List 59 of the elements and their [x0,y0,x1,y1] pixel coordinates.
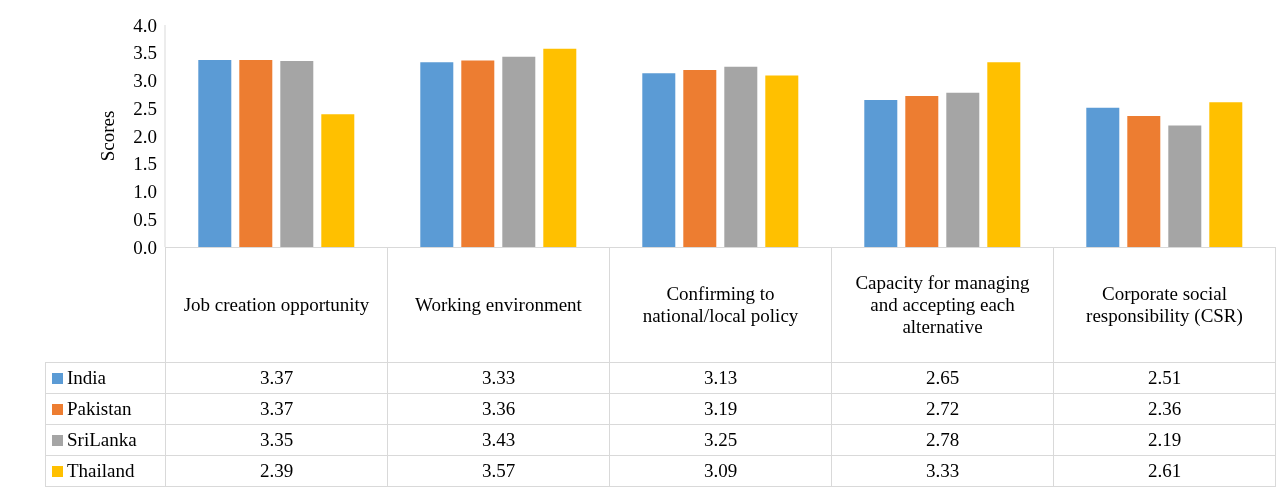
x-tick-label: Corporate social responsibility (CSR) [1053,247,1276,363]
bar [987,62,1021,247]
bar [724,66,758,247]
data-label: 3.13 [609,362,832,394]
bar [543,48,577,247]
data-label: 3.25 [609,424,832,456]
bar [1086,107,1120,247]
data-label: 3.35 [165,424,388,456]
bar [280,61,314,247]
bar [1209,102,1243,247]
y-tick-label: 2.5 [133,98,157,119]
y-tick-label: 4.0 [133,14,157,36]
x-tick-label: Confirming to national/local policy [609,247,832,363]
y-tick-label: 0.5 [133,208,157,230]
bar [461,60,495,247]
legend-label: Pakistan [45,393,166,425]
bar [239,59,273,247]
bar [765,75,799,247]
x-tick-label: Capacity for managing and accepting each alternative [831,247,1054,363]
data-label: 3.57 [387,455,610,487]
bar [1127,116,1161,247]
data-label: 3.37 [165,393,388,425]
bar [642,73,676,247]
x-tick-label: Job creation opportunity [165,247,388,363]
bar [946,92,980,247]
data-label: 2.78 [831,424,1054,456]
y-axis-title: Scores [97,110,119,162]
data-label: 2.61 [1053,455,1276,487]
y-tick-label: 2.0 [133,125,157,147]
data-label: 3.43 [387,424,610,456]
bar [864,99,898,247]
bar [502,56,536,247]
data-label: 3.33 [831,455,1054,487]
y-tick-label: 3.5 [133,42,157,64]
bar [905,96,939,247]
legend-label: Thailand [45,455,166,487]
data-label: 2.36 [1053,393,1276,425]
data-label: 3.36 [387,393,610,425]
bar [420,62,454,247]
bar [321,114,355,247]
y-tick-label: 1.5 [133,153,157,175]
data-label: 3.33 [387,362,610,394]
bar [1168,125,1202,247]
legend-label: India [45,362,166,394]
data-label: 3.19 [609,393,832,425]
data-label: 2.51 [1053,362,1276,394]
legend-label: SriLanka [45,424,166,456]
bar [683,69,717,247]
data-label: 2.39 [165,455,388,487]
y-tick-label: 3.0 [133,70,157,92]
data-label: 3.37 [165,362,388,394]
data-label: 2.19 [1053,424,1276,456]
y-tick-label: 0.0 [133,236,157,258]
x-tick-label: Working environment [387,247,610,363]
bar [198,59,232,247]
data-label: 2.72 [831,393,1054,425]
data-label: 3.09 [609,455,832,487]
data-label: 2.65 [831,362,1054,394]
y-tick-label: 1.0 [133,181,157,203]
